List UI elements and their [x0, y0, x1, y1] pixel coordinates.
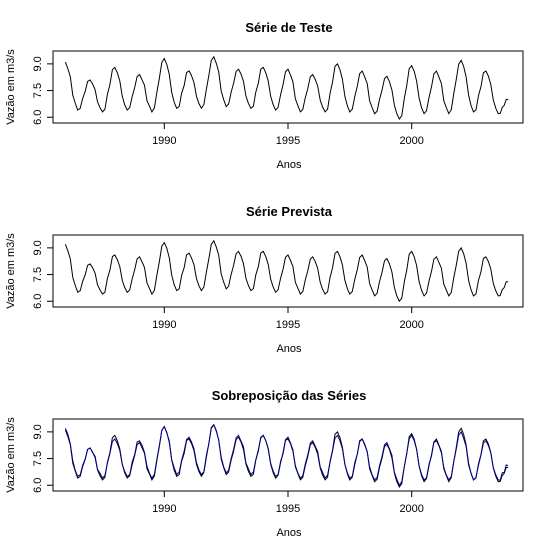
- x-tick-label: 1990: [152, 503, 176, 515]
- series-layer: [64, 423, 509, 488]
- panel-forecast-series: Série Prevista 1990 1995 2000 6.0 7.5 9.0 An…: [5, 204, 524, 355]
- x-tick-label: 1995: [276, 135, 300, 147]
- x-tick-label: 1990: [152, 135, 176, 147]
- x-tick-label: 2000: [399, 503, 423, 515]
- x-tick-label: 2000: [399, 135, 423, 147]
- series-layer: [64, 55, 509, 120]
- y-tick-label: 9.0: [32, 424, 44, 439]
- y-tick-label: 7.5: [32, 267, 44, 282]
- plot-frame: [52, 50, 524, 124]
- series-layer: [64, 239, 509, 303]
- x-axis-label: Anos: [276, 527, 302, 539]
- series-line-1: [64, 55, 509, 120]
- chart-title: Sobreposição das Séries: [212, 388, 367, 403]
- y-axis: 6.0 7.5 9.0: [32, 240, 53, 309]
- x-tick-label: 1995: [276, 503, 300, 515]
- x-axis-label: Anos: [276, 343, 302, 355]
- y-tick-label: 6.0: [32, 478, 44, 493]
- y-tick-label: 9.0: [32, 240, 44, 255]
- chart-title: Série de Teste: [245, 20, 332, 35]
- y-tick-label: 6.0: [32, 294, 44, 309]
- x-axis: 1990 1995 2000: [152, 307, 424, 331]
- series-line-1: [64, 423, 509, 488]
- x-axis: 1990 1995 2000: [152, 123, 424, 147]
- series-line-2: [64, 423, 509, 487]
- y-tick-label: 6.0: [32, 110, 44, 125]
- y-axis: 6.0 7.5 9.0: [32, 56, 53, 125]
- x-axis: 1990 1995 2000: [152, 491, 424, 515]
- y-tick-label: 7.5: [32, 451, 44, 466]
- x-tick-label: 2000: [399, 319, 423, 331]
- x-tick-label: 1990: [152, 319, 176, 331]
- plot-frame: [52, 234, 524, 308]
- y-axis: 6.0 7.5 9.0: [32, 424, 53, 493]
- y-tick-label: 7.5: [32, 83, 44, 98]
- plot-frame: [52, 418, 524, 492]
- x-tick-label: 1995: [276, 319, 300, 331]
- chart-title: Série Prevista: [246, 204, 333, 219]
- y-axis-label: Vazão em m3/s: [5, 233, 17, 309]
- y-axis-label: Vazão em m3/s: [5, 417, 17, 493]
- y-axis-label: Vazão em m3/s: [5, 49, 17, 125]
- series-line-1: [64, 239, 509, 303]
- y-tick-label: 9.0: [32, 56, 44, 71]
- x-axis-label: Anos: [276, 159, 302, 171]
- panel-test-series: Série de Teste 1990 1995 2000 6.0 7.5 9.0 An…: [5, 20, 524, 171]
- panel-overlay-series: Sobreposição das Séries 1990 1995 2000 6.0…: [5, 388, 524, 539]
